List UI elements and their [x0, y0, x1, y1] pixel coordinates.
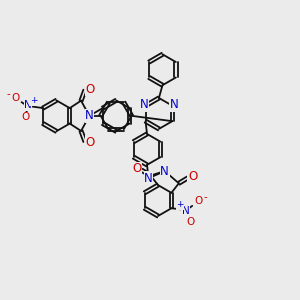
Text: N: N [182, 206, 190, 216]
Text: N: N [140, 98, 148, 111]
Text: -: - [6, 89, 10, 99]
Text: O: O [85, 136, 94, 149]
Text: -: - [203, 193, 207, 202]
Text: N: N [160, 165, 169, 178]
Text: +: + [177, 200, 184, 209]
Text: N: N [85, 109, 94, 122]
Text: O: O [132, 162, 142, 175]
Text: N: N [144, 172, 153, 185]
Text: O: O [195, 196, 203, 206]
Text: N: N [24, 100, 32, 110]
Text: N: N [169, 98, 178, 111]
Text: O: O [186, 217, 194, 227]
Text: +: + [30, 96, 37, 105]
Text: O: O [85, 83, 94, 96]
Text: O: O [11, 93, 19, 103]
Text: O: O [188, 170, 197, 183]
Text: O: O [21, 112, 30, 122]
